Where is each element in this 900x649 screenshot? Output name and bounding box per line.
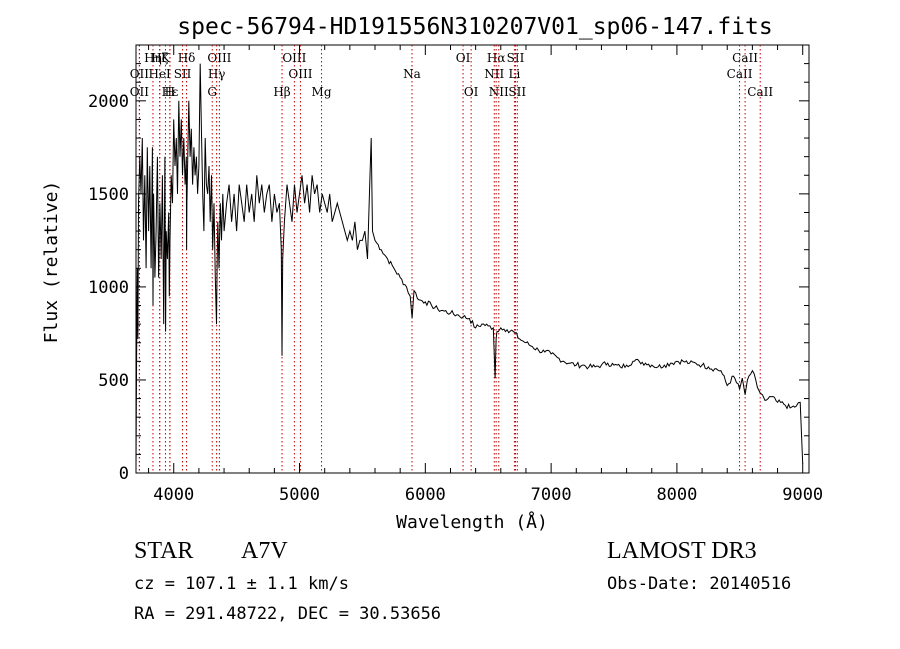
axis-ticks: 4000 5000 6000 7000 8000 9000 0 500 1000 1500 2000 [88, 44, 823, 505]
y-axis-label: Flux (relative) [41, 181, 62, 344]
spectral-subclass: A7V [241, 538, 288, 564]
line-label: CaII [732, 51, 758, 65]
plot-frame [135, 44, 810, 474]
x-tick-label: 9000 [782, 485, 823, 505]
y-tick-label: 2000 [88, 92, 129, 112]
line-label: OII [130, 67, 150, 81]
y-tick-label: 0 [119, 464, 129, 484]
line-label: G [207, 85, 217, 99]
line-label: OI [456, 51, 471, 65]
line-label: OIII [207, 51, 231, 65]
survey-name: LAMOST DR3 [607, 538, 757, 564]
line-label: OIII [282, 51, 306, 65]
line-label: OIII [288, 67, 312, 81]
line-label: Na [403, 67, 421, 81]
line-label: K [161, 51, 171, 65]
y-tick-label: 1000 [88, 278, 129, 298]
line-label: SII [174, 67, 192, 81]
line-label: OI [464, 85, 479, 99]
x-tick-label: 7000 [531, 485, 572, 505]
line-label: OII [130, 85, 150, 99]
chart-title: spec-56794-HD191556N310207V01_sp06-147.f… [177, 14, 772, 40]
line-label: Hε [162, 85, 179, 99]
coordinates: RA = 291.48722, DEC = 30.53656 [134, 604, 442, 624]
line-label: SII [507, 51, 525, 65]
redshift-value: cz = 107.1 ± 1.1 km/s [134, 574, 349, 594]
line-label: CaII [727, 67, 753, 81]
line-label: NII [484, 67, 504, 81]
line-label: Hδ [178, 51, 196, 65]
y-tick-label: 1500 [88, 185, 129, 205]
object-type: STAR [134, 538, 194, 564]
line-label: Hα [487, 51, 506, 65]
x-axis-label: Wavelength (Å) [396, 511, 548, 533]
line-label: Mg [312, 85, 332, 99]
line-label: H [165, 85, 175, 99]
y-tick-label: 500 [98, 371, 129, 391]
line-label: SII [508, 85, 526, 99]
line-label: Hζ [151, 51, 168, 65]
x-tick-label: 5000 [279, 485, 320, 505]
line-label: Hη [144, 51, 162, 65]
line-label: NII [489, 85, 509, 99]
x-tick-label: 8000 [656, 485, 697, 505]
line-label: Hγ [208, 67, 226, 81]
line-label: Hβ [273, 85, 290, 99]
x-tick-label: 4000 [153, 485, 194, 505]
line-label: Li [508, 67, 520, 81]
line-label: CaII [747, 85, 773, 99]
x-tick-label: 6000 [405, 485, 446, 505]
observation-date: Obs-Date: 20140516 [607, 574, 792, 594]
flux-series-line [135, 63, 804, 468]
